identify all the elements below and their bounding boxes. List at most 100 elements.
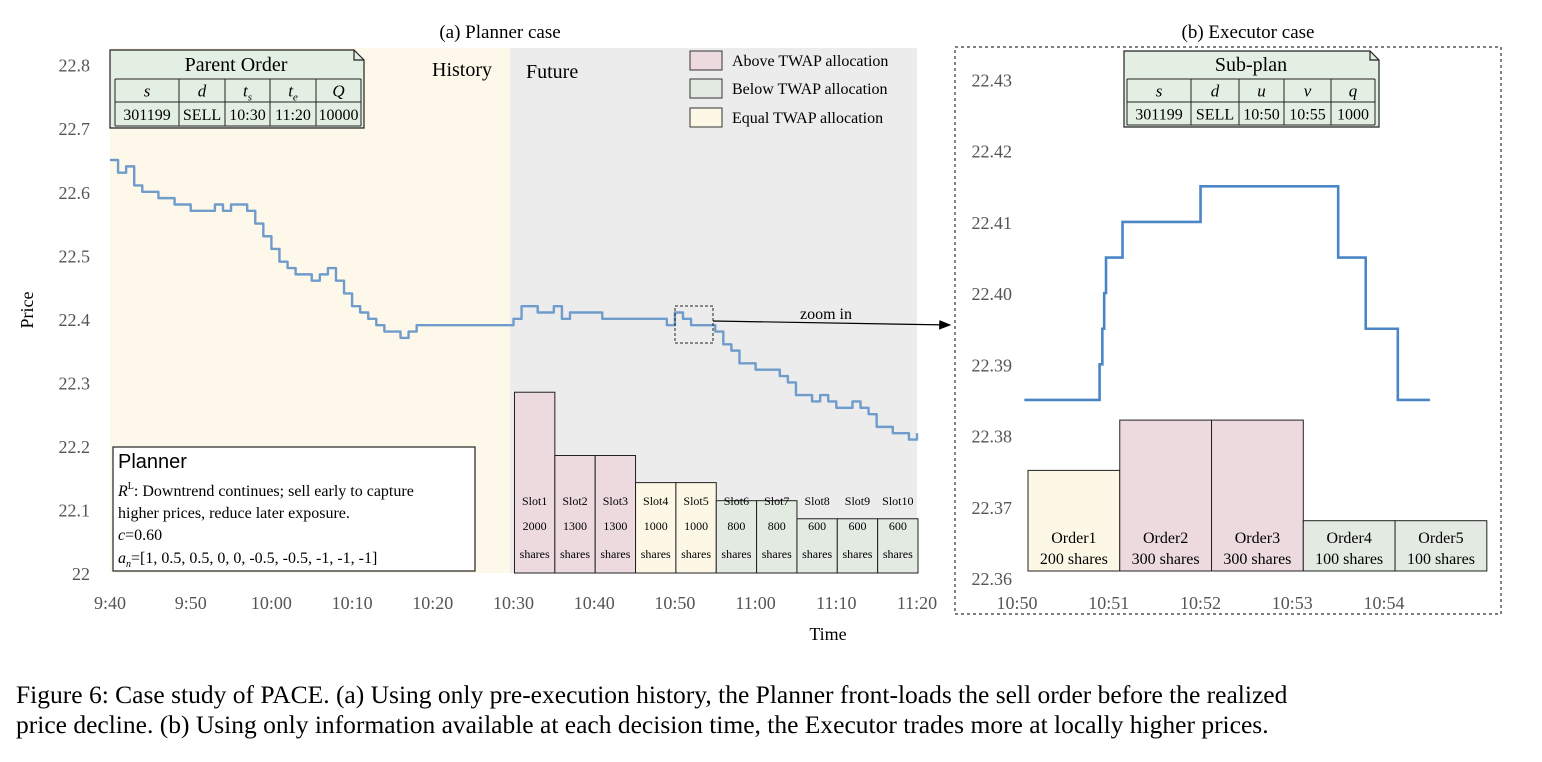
legend: Above TWAP allocation Below TWAP allocat… bbox=[689, 50, 888, 128]
x-tick-label: 10:20 bbox=[412, 593, 453, 613]
order-shares-label: 300 shares bbox=[1132, 551, 1200, 568]
slot-label: Slot4 bbox=[643, 494, 668, 508]
planner-action-line: an=[1, 0.5, 0.5, 0, 0, -0.5, -0.5, -1, -… bbox=[118, 550, 377, 570]
table-value-cell: 11:20 bbox=[275, 107, 311, 124]
order-shares-label: 300 shares bbox=[1223, 551, 1291, 568]
slot-label: Slot7 bbox=[764, 494, 789, 508]
y-tick-label-b: 22.39 bbox=[972, 355, 1013, 375]
sub-plan-table: s d u v q 301199 SELL 10:50 10:55 1000 bbox=[1126, 78, 1376, 126]
slot-shares-unit: shares bbox=[842, 547, 872, 561]
slot-bar bbox=[796, 518, 838, 574]
table-value-cell: 10:30 bbox=[229, 107, 265, 124]
slot-shares-value: 600 bbox=[889, 519, 907, 533]
slot-label: Slot6 bbox=[724, 494, 749, 508]
order-label: Order5 bbox=[1418, 530, 1463, 547]
slot-label: Slot5 bbox=[683, 494, 708, 508]
future-label: Future bbox=[526, 61, 578, 83]
order-bar bbox=[1119, 419, 1213, 572]
order-label: Order2 bbox=[1143, 530, 1188, 547]
order-label: Order1 bbox=[1051, 530, 1096, 547]
slot-shares-value: 800 bbox=[768, 519, 786, 533]
y-tick-label-b: 22.36 bbox=[972, 569, 1013, 589]
y-tick-label: 22.1 bbox=[59, 500, 91, 520]
slot-shares-value: 600 bbox=[848, 519, 866, 533]
slot-shares-value: 600 bbox=[808, 519, 826, 533]
y-tick-label-b: 22.42 bbox=[972, 142, 1013, 162]
slot-shares-unit: shares bbox=[762, 547, 792, 561]
slot-shares-value: 800 bbox=[727, 519, 745, 533]
slot-bar bbox=[715, 500, 758, 574]
order-bar bbox=[1211, 419, 1304, 572]
order-shares-label: 100 shares bbox=[1407, 551, 1475, 568]
table-header-cell: s bbox=[1156, 82, 1163, 101]
y-tick-label: 22.8 bbox=[59, 56, 91, 76]
slot-shares-value: 1300 bbox=[563, 519, 587, 533]
x-tick-label-b: 10:50 bbox=[996, 593, 1037, 613]
order-bar bbox=[1302, 520, 1396, 572]
figure-caption: Figure 6: Case study of PACE. (a) Using … bbox=[16, 680, 1531, 740]
x-tick-label: 10:50 bbox=[654, 593, 695, 613]
planner-reasoning-symbol: R bbox=[117, 483, 128, 500]
y-tick-label-b: 22.43 bbox=[972, 70, 1013, 90]
panel-a: (a) Planner case History Future 2222.122… bbox=[17, 22, 952, 644]
slot-shares-unit: shares bbox=[520, 547, 550, 561]
slot-label: Slot8 bbox=[804, 494, 829, 508]
slot-label: Slot1 bbox=[522, 494, 547, 508]
order-bars: Order1 200 shares Order2 300 shares Order3 30… bbox=[1027, 419, 1488, 572]
table-header-cell: s bbox=[144, 82, 151, 101]
x-tick-label: 11:20 bbox=[897, 593, 937, 613]
slot-shares-unit: shares bbox=[560, 547, 590, 561]
panel-b-title: (b) Executor case bbox=[1182, 22, 1315, 43]
legend-swatch-equal bbox=[689, 107, 723, 128]
slot-bar bbox=[877, 518, 919, 574]
sub-plan-card: Sub-plan s d u v q 301199 SELL 10:50 10:55 1000 bbox=[1123, 50, 1380, 128]
zoom-in-label: zoom in bbox=[800, 306, 852, 323]
order-label: Order3 bbox=[1235, 530, 1280, 547]
x-axis-ticks: 9:40 9:50 10:00 10:10 10:20 10:30 10:40 10:50 11… bbox=[94, 593, 937, 613]
slot-shares-unit: shares bbox=[721, 547, 751, 561]
price-line-b bbox=[1024, 185, 1430, 402]
slot-shares-value: 2000 bbox=[523, 519, 547, 533]
table-header-cell: d bbox=[198, 82, 207, 101]
y-tick-label-b: 22.41 bbox=[972, 213, 1013, 233]
table-header-cell: ts bbox=[243, 82, 252, 104]
slot-shares-unit: shares bbox=[883, 547, 913, 561]
x-tick-label-b: 10:52 bbox=[1180, 593, 1221, 613]
table-header-cell: d bbox=[1211, 82, 1220, 101]
order-label: Order4 bbox=[1327, 530, 1372, 547]
x-tick-label: 10:10 bbox=[332, 593, 373, 613]
x-tick-label: 10:30 bbox=[493, 593, 534, 613]
planner-title: Planner bbox=[118, 451, 187, 473]
table-header-cell: q bbox=[1349, 82, 1358, 101]
slot-shares-value: 1300 bbox=[603, 519, 627, 533]
planner-action-value: =[1, 0.5, 0.5, 0, 0, -0.5, -0.5, -1, -1,… bbox=[131, 550, 377, 567]
parent-order-title: Parent Order bbox=[185, 54, 288, 76]
order-shares-label: 100 shares bbox=[1315, 551, 1383, 568]
table-header-cell: v bbox=[1304, 82, 1312, 101]
y-tick-label: 22.3 bbox=[59, 373, 91, 393]
slot-label: Slot9 bbox=[845, 494, 870, 508]
figure-canvas: (a) Planner case History Future 2222.122… bbox=[17, 22, 1502, 644]
planner-confidence-value: =0.60 bbox=[125, 527, 162, 544]
x-tick-label: 10:00 bbox=[251, 593, 292, 613]
slot-label: Slot2 bbox=[562, 494, 587, 508]
y-tick-label-b: 22.40 bbox=[972, 284, 1013, 304]
panel-b: (b) Executor case 22.3622.3722.3822.3922… bbox=[954, 22, 1502, 615]
legend-swatch-above bbox=[689, 50, 723, 71]
legend-label-below: Below TWAP allocation bbox=[732, 81, 888, 98]
table-header-cell: Q bbox=[332, 82, 344, 101]
legend-label-above: Above TWAP allocation bbox=[732, 53, 888, 70]
panel-a-title: (a) Planner case bbox=[439, 22, 560, 43]
executor-frame bbox=[954, 46, 1502, 615]
planner-confidence-var: c bbox=[118, 527, 125, 544]
legend-label-equal: Equal TWAP allocation bbox=[732, 110, 883, 127]
x-tick-label: 11:00 bbox=[735, 593, 775, 613]
planner-action-var: a bbox=[118, 550, 126, 567]
planner-box: Planner RL: Downtrend continues; sell ea… bbox=[112, 446, 476, 572]
planner-reasoning-line2: higher prices, reduce later exposure. bbox=[118, 505, 350, 522]
y-tick-label: 22.6 bbox=[59, 183, 91, 203]
caption-text: Figure 6: Case study of PACE. (a) Using … bbox=[16, 680, 1288, 739]
x-tick-label-b: 10:51 bbox=[1088, 593, 1129, 613]
zoom-arrow bbox=[712, 320, 952, 330]
slot-bar bbox=[554, 455, 596, 574]
